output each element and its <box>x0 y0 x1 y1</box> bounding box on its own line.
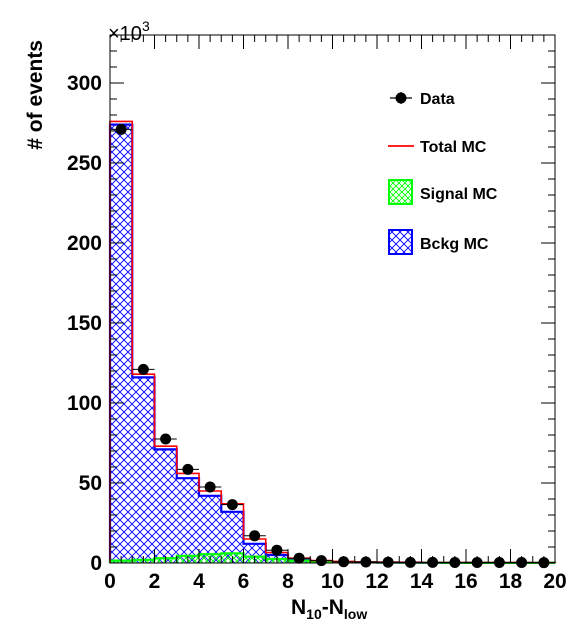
legend-marker-bckg-mc <box>388 229 413 255</box>
x-axis-title-mid: -N <box>322 596 344 619</box>
y-tick-label: 50 <box>79 472 102 495</box>
y-tick-label: 300 <box>67 72 102 95</box>
data-point <box>226 499 238 511</box>
y-tick-label: 150 <box>67 312 102 335</box>
x-tick-label: 10 <box>321 570 344 593</box>
bckg-bar <box>132 377 155 563</box>
bckg-bar <box>154 449 177 563</box>
x-axis-title: N10-Nlow <box>291 596 367 622</box>
x-tick-label: 12 <box>365 570 388 593</box>
x-tick-label: 14 <box>410 570 434 593</box>
y-tick-labels: 0 50 100 150 200 250 300 <box>67 72 102 575</box>
y-axis-title: # of events <box>24 40 47 150</box>
y-multiplier: ×103 <box>108 18 150 45</box>
y-tick-label: 0 <box>90 552 102 575</box>
legend-marker-signal-mc <box>388 179 413 205</box>
data-point <box>137 363 149 375</box>
bckg-bar <box>110 124 133 563</box>
legend-marker-data <box>395 92 407 104</box>
x-tick-label: 18 <box>499 570 523 593</box>
y-multiplier-exp: 3 <box>142 18 150 34</box>
bckg-bar <box>221 511 244 563</box>
x-axis-title-sub1: 10 <box>306 606 322 622</box>
x-tick-label: 0 <box>104 570 116 593</box>
legend-item-signal-mc: Signal MC <box>388 179 498 205</box>
bckg-bar <box>176 478 199 563</box>
data-point <box>249 530 261 542</box>
data-point <box>271 544 283 556</box>
data-point <box>115 123 127 135</box>
legend-label-data: Data <box>420 91 455 108</box>
axis-ticks <box>109 34 556 564</box>
x-tick-label: 6 <box>238 570 250 593</box>
x-tick-label: 20 <box>543 570 566 593</box>
legend-label-signal-mc: Signal MC <box>420 186 498 203</box>
legend-item-data: Data <box>390 91 455 108</box>
x-tick-label: 4 <box>193 570 205 593</box>
legend: Data Total MC Signal MC Bckg MC <box>388 91 498 255</box>
legend-item-total-mc: Total MC <box>388 139 487 156</box>
x-axis-title-main: N <box>291 596 306 619</box>
x-tick-label: 8 <box>282 570 294 593</box>
legend-item-bckg-mc: Bckg MC <box>388 229 489 255</box>
data-point <box>160 433 172 445</box>
x-axis-title-sub2: low <box>344 606 367 622</box>
data-point <box>204 481 216 493</box>
legend-label-total-mc: Total MC <box>420 139 487 156</box>
y-tick-label: 100 <box>67 392 102 415</box>
y-tick-label: 250 <box>67 152 102 175</box>
x-tick-label: 2 <box>149 570 161 593</box>
y-tick-label: 200 <box>67 232 102 255</box>
data-point <box>182 463 194 475</box>
y-multiplier-base: ×10 <box>108 23 142 45</box>
x-tick-label: 16 <box>454 570 477 593</box>
legend-label-bckg-mc: Bckg MC <box>420 236 489 253</box>
x-tick-labels: 0 2 4 6 8 10 12 14 16 18 20 <box>104 570 567 593</box>
bckg-bar <box>199 495 222 563</box>
